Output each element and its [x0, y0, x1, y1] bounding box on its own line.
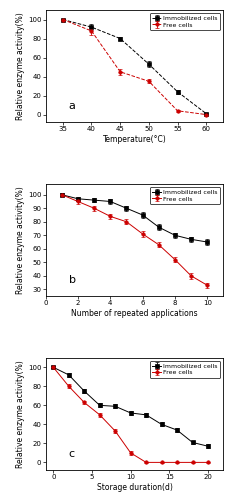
Text: c: c	[68, 449, 74, 459]
Legend: Immobilized cells, Free cells: Immobilized cells, Free cells	[149, 187, 219, 204]
Y-axis label: Relative enzyme activity(%): Relative enzyme activity(%)	[16, 186, 25, 294]
Legend: Immobilized cells, Free cells: Immobilized cells, Free cells	[149, 361, 219, 378]
Legend: Immobilized cells, Free cells: Immobilized cells, Free cells	[149, 13, 219, 30]
X-axis label: Temperature(°C): Temperature(°C)	[102, 135, 166, 144]
X-axis label: Number of repeated applications: Number of repeated applications	[71, 309, 197, 318]
X-axis label: Storage duration(d): Storage duration(d)	[96, 483, 172, 492]
Text: b: b	[68, 275, 75, 285]
Y-axis label: Relative enzyme activity(%): Relative enzyme activity(%)	[16, 360, 25, 468]
Y-axis label: Relative enzyme activity(%): Relative enzyme activity(%)	[16, 12, 25, 120]
Text: a: a	[68, 101, 75, 111]
